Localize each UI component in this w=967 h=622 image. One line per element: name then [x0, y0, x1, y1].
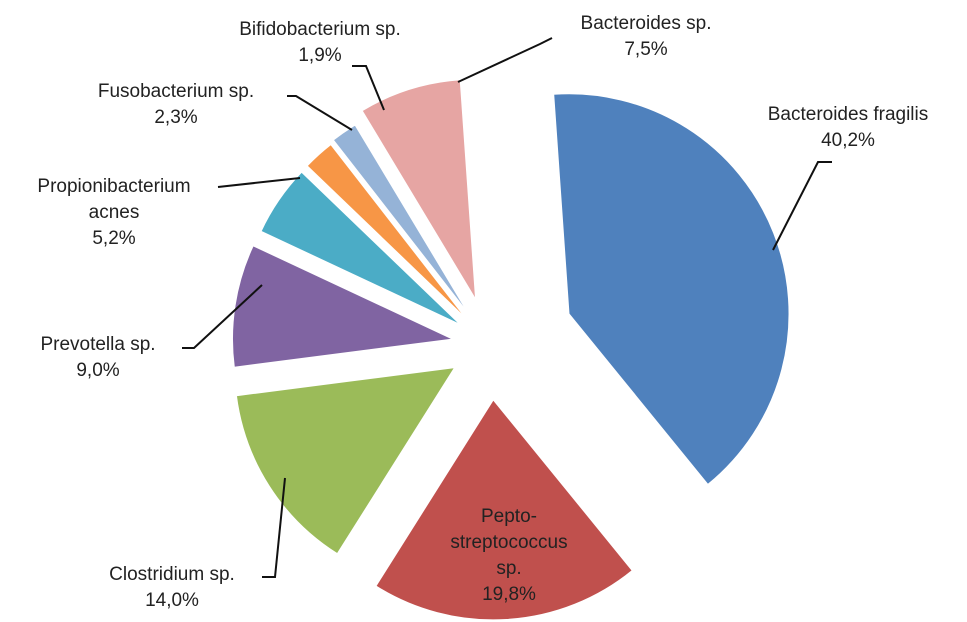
slice-label-bacteroides-fragilis: Bacteroides fragilis 40,2%: [768, 104, 929, 151]
slice-percent: 19,8%: [482, 584, 536, 605]
pie-slice-bifidobacterium-sp: [332, 124, 469, 315]
slice-label-clostridium-sp: Clostridium sp. 14,0%: [109, 564, 235, 611]
pie-slices: [232, 79, 790, 621]
pie-slice-bacteroides-sp: [361, 79, 477, 300]
slice-label-prevotella-sp: Prevotella sp. 9,0%: [40, 334, 155, 381]
slice-name: Propionibacterium: [37, 176, 190, 197]
leader-line-propionibacterium-acnes: [217, 177, 301, 188]
slice-name: Fusobacterium sp.: [98, 81, 254, 102]
slice-percent: 5,2%: [92, 228, 135, 249]
leader-line-prevotella-sp: [182, 284, 263, 349]
slice-label-bifidobacterium-sp: Bifidobacterium sp. 1,9%: [239, 19, 401, 66]
slice-percent: 40,2%: [821, 130, 875, 151]
slice-labels: Bacteroides fragilis 40,2% Pepto-streptoco…: [37, 13, 928, 611]
leader-line-clostridium-sp: [262, 477, 286, 578]
slice-label-pepto-streptococcus-sp: Pepto-streptococcus sp. 19,8%: [450, 506, 567, 605]
slice-name: streptococcus: [450, 532, 567, 553]
slice-percent: 7,5%: [624, 39, 667, 60]
slice-label-propionibacterium-acnes: Propionibacterium acnes 5,2%: [37, 176, 190, 249]
slice-name: sp.: [496, 558, 521, 579]
slice-percent: 9,0%: [76, 360, 119, 381]
slice-label-fusobacterium-sp: Fusobacterium sp. 2,3%: [98, 81, 254, 128]
slice-name: Prevotella sp.: [40, 334, 155, 355]
pie-slice-propionibacterium-acnes: [260, 171, 461, 326]
slice-name: Bacteroides sp.: [581, 13, 712, 34]
pie-slice-clostridium-sp: [235, 366, 456, 555]
leader-line-bacteroides-fragilis: [772, 161, 832, 251]
pie-slice-fusobacterium-sp: [306, 143, 467, 319]
leader-line-bifidobacterium-sp: [352, 65, 385, 111]
slice-percent: 2,3%: [154, 107, 197, 128]
pie-slice-pepto-streptococcus-sp: [375, 399, 633, 621]
slice-name: Clostridium sp.: [109, 564, 235, 585]
slice-name: Bifidobacterium sp.: [239, 19, 401, 40]
slice-name: acnes: [89, 202, 140, 223]
slice-name: Bacteroides fragilis: [768, 104, 929, 125]
slice-percent: 14,0%: [145, 590, 199, 611]
slice-label-bacteroides-sp: Bacteroides sp. 7,5%: [581, 13, 712, 60]
leader-line-fusobacterium-sp: [287, 95, 353, 131]
leader-lines: [182, 37, 832, 578]
leader-line-bacteroides-sp: [457, 37, 553, 83]
slice-percent: 1,9%: [298, 45, 341, 66]
pie-slice-prevotella-sp: [232, 245, 455, 368]
slice-name: Pepto-: [481, 506, 537, 527]
pie-slice-bacteroides-fragilis: [553, 93, 790, 486]
